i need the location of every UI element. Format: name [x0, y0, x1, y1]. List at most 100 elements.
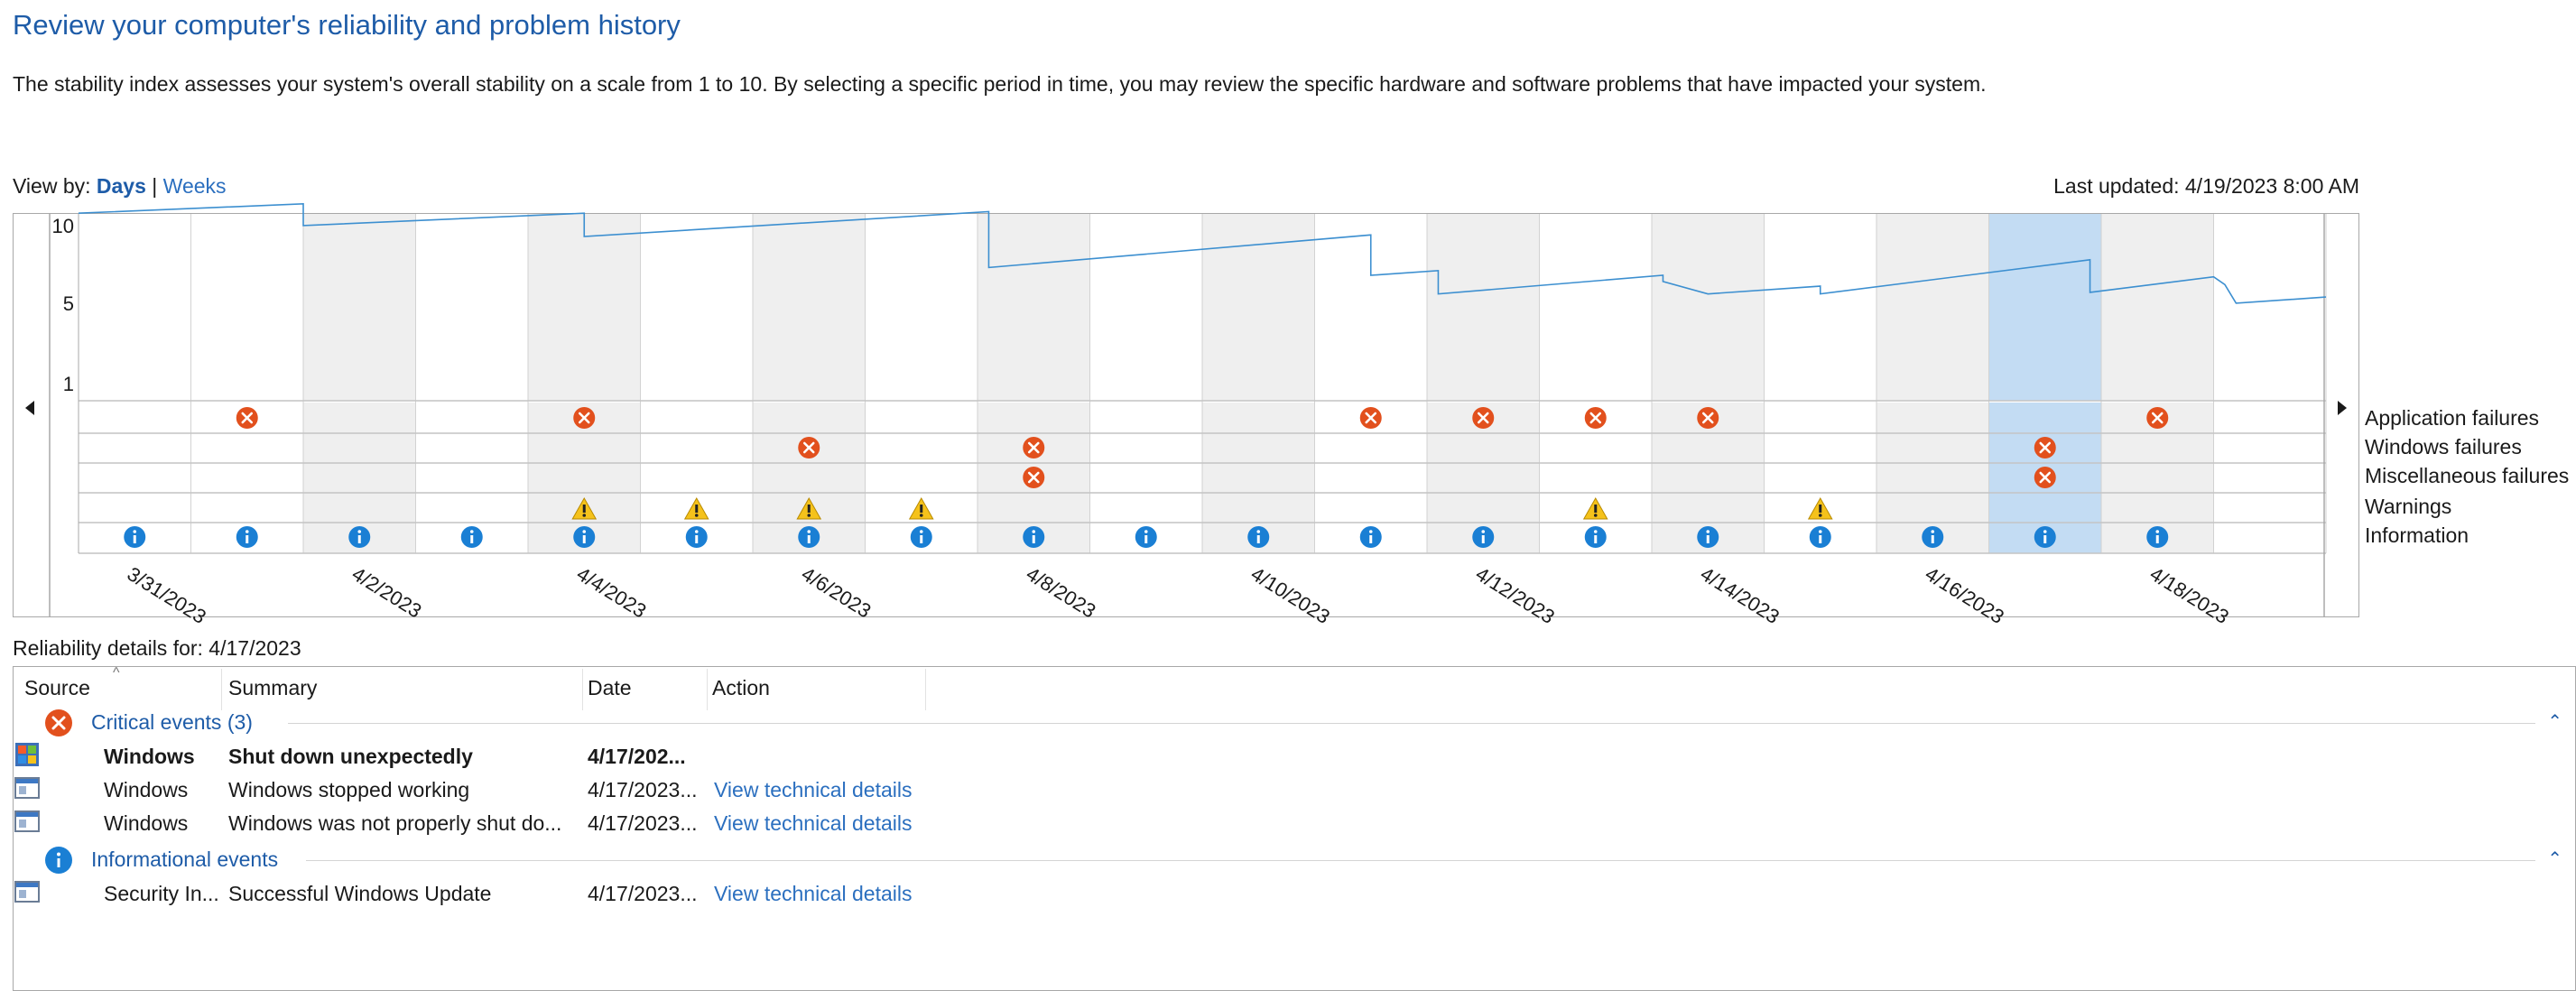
info-icon[interactable]: [1697, 526, 1719, 548]
event-date: 4/17/2023...: [588, 778, 698, 801]
column-header-summary[interactable]: Summary: [228, 676, 318, 699]
error-icon[interactable]: [1584, 407, 1607, 429]
warning-icon[interactable]: [796, 496, 822, 520]
info-icon[interactable]: [460, 526, 483, 548]
warning-icon[interactable]: [908, 496, 934, 520]
scroll-left-icon[interactable]: [25, 401, 34, 415]
event-row[interactable]: Windows Shut down unexpectedly 4/17/202.…: [14, 741, 2541, 772]
info-icon[interactable]: [1359, 526, 1382, 548]
warning-icon[interactable]: [1807, 496, 1833, 520]
day-column[interactable]: [190, 214, 304, 401]
info-icon[interactable]: [1472, 526, 1495, 548]
day-column[interactable]: [415, 214, 529, 401]
info-icon[interactable]: [1023, 526, 1045, 548]
error-icon[interactable]: [573, 407, 596, 429]
info-icon[interactable]: [124, 526, 146, 548]
details-title: Reliability details for: 4/17/2023: [13, 636, 301, 660]
day-column[interactable]: [1876, 214, 1989, 401]
info-icon[interactable]: [1247, 526, 1270, 548]
error-icon[interactable]: [1359, 407, 1382, 429]
event-source: Windows: [104, 778, 189, 801]
reliability-chart[interactable]: 10 5 1: [0, 0, 2359, 628]
event-summary: Shut down unexpectedly: [228, 745, 473, 768]
day-column[interactable]: [303, 214, 416, 401]
day-column[interactable]: [1427, 214, 1540, 401]
x-tick-label: 4/12/2023: [1472, 562, 1559, 628]
x-tick-label: 4/6/2023: [798, 562, 876, 623]
view-technical-details-link[interactable]: View technical details: [714, 778, 913, 801]
info-icon[interactable]: [1922, 526, 1944, 548]
collapse-chevron-icon[interactable]: ⌃: [2547, 712, 2562, 732]
info-icon[interactable]: [1584, 526, 1607, 548]
info-icon[interactable]: [685, 526, 708, 548]
info-icon[interactable]: [1135, 526, 1157, 548]
view-weeks-link[interactable]: Weeks: [162, 174, 227, 198]
warning-icon[interactable]: [571, 496, 598, 520]
y-tick-label: 1: [63, 373, 74, 395]
day-column[interactable]: [1764, 214, 1877, 401]
warning-icon[interactable]: [683, 496, 709, 520]
error-icon: [45, 709, 72, 736]
column-header-date[interactable]: Date: [588, 676, 632, 699]
info-icon[interactable]: [2146, 526, 2169, 548]
error-icon[interactable]: [1697, 407, 1719, 429]
view-technical-details-link[interactable]: View technical details: [714, 882, 913, 905]
info-icon[interactable]: [2034, 526, 2056, 548]
x-tick-label: 4/8/2023: [1023, 562, 1100, 623]
day-column[interactable]: [528, 214, 641, 401]
event-row[interactable]: Security In... Successful Windows Update…: [14, 878, 2541, 909]
day-column[interactable]: [978, 214, 1090, 401]
error-icon[interactable]: [236, 407, 258, 429]
info-icon: [45, 847, 72, 874]
x-tick-label: 4/4/2023: [573, 562, 651, 623]
row-label-misc-failures: Miscellaneous failures: [2365, 464, 2570, 487]
view-technical-details-link[interactable]: View technical details: [714, 811, 913, 835]
app-window-icon: [14, 810, 40, 832]
day-column[interactable]: [1202, 214, 1315, 401]
group-critical-events[interactable]: Critical events (3) ⌃: [44, 709, 2562, 737]
event-row[interactable]: Windows Windows was not properly shut do…: [14, 808, 2541, 838]
row-label-warnings: Warnings: [2365, 495, 2452, 518]
x-tick-label: 4/10/2023: [1247, 562, 1334, 628]
error-icon[interactable]: [1472, 407, 1495, 429]
event-date: 4/17/2023...: [588, 811, 698, 835]
info-icon[interactable]: [236, 526, 258, 548]
error-icon[interactable]: [2034, 437, 2056, 458]
view-by-selector: View by: Days | Weeks: [13, 174, 227, 199]
day-column[interactable]: [1988, 214, 2102, 401]
error-icon[interactable]: [798, 437, 820, 458]
day-column[interactable]: [2213, 214, 2327, 401]
collapse-chevron-icon[interactable]: ⌃: [2547, 849, 2562, 869]
day-column-events[interactable]: [2213, 403, 2327, 553]
day-column[interactable]: [640, 214, 754, 401]
scroll-right-icon[interactable]: [2338, 401, 2347, 415]
info-icon[interactable]: [573, 526, 596, 548]
info-icon[interactable]: [1809, 526, 1831, 548]
y-tick-label: 5: [63, 292, 74, 315]
x-tick-label: 4/18/2023: [2146, 562, 2233, 628]
error-icon[interactable]: [2034, 467, 2056, 488]
error-icon[interactable]: [2146, 407, 2169, 429]
info-icon[interactable]: [910, 526, 932, 548]
day-column[interactable]: [1652, 214, 1765, 401]
error-icon[interactable]: [1023, 437, 1045, 458]
day-column[interactable]: [753, 214, 866, 401]
day-column[interactable]: [1539, 214, 1653, 401]
warning-icon[interactable]: [1582, 496, 1608, 520]
event-source: Windows: [104, 811, 189, 835]
day-column[interactable]: [865, 214, 978, 401]
page-description: The stability index assesses your system…: [13, 72, 1987, 96]
day-column[interactable]: [2101, 214, 2214, 401]
event-row[interactable]: Windows Windows stopped working 4/17/202…: [14, 774, 2541, 805]
view-days-link[interactable]: Days: [96, 174, 146, 198]
info-icon[interactable]: [798, 526, 820, 548]
group-informational-events[interactable]: Informational events ⌃: [44, 846, 2562, 875]
day-column[interactable]: [79, 214, 191, 401]
error-icon[interactable]: [1023, 467, 1045, 488]
day-column[interactable]: [1089, 214, 1203, 401]
reliability-chart-frame: [13, 213, 2359, 617]
column-header-source[interactable]: Source: [24, 676, 90, 699]
column-header-action[interactable]: Action: [712, 676, 770, 699]
info-icon[interactable]: [348, 526, 371, 548]
row-label-application-failures: Application failures: [2365, 406, 2540, 430]
